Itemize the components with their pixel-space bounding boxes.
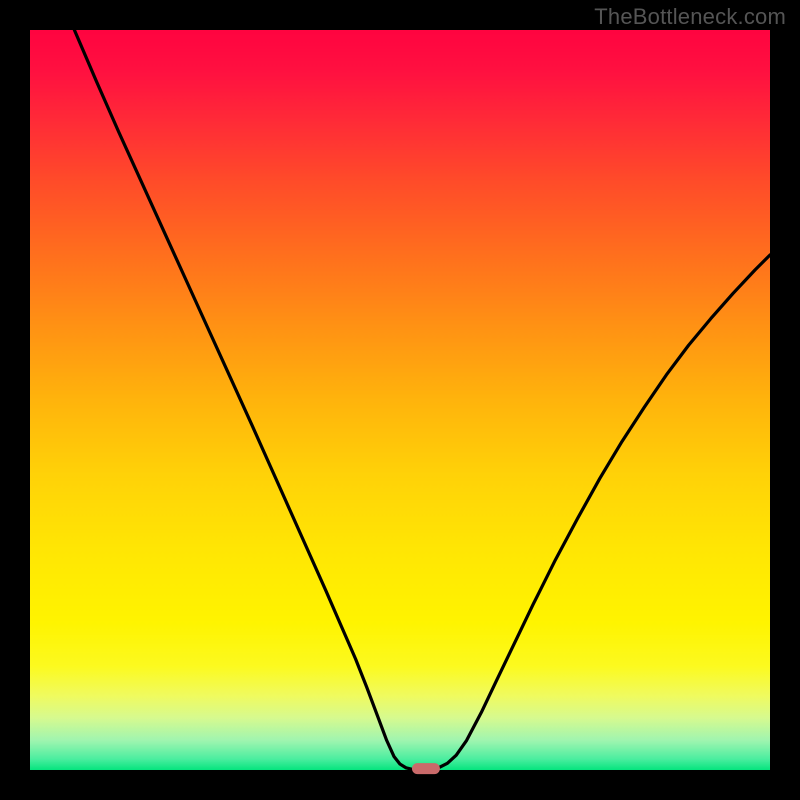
gradient-background [30,30,770,770]
bottleneck-marker [412,763,440,775]
watermark-text: TheBottleneck.com [594,4,786,30]
chart-container: TheBottleneck.com [0,0,800,800]
plot-area [30,30,770,770]
